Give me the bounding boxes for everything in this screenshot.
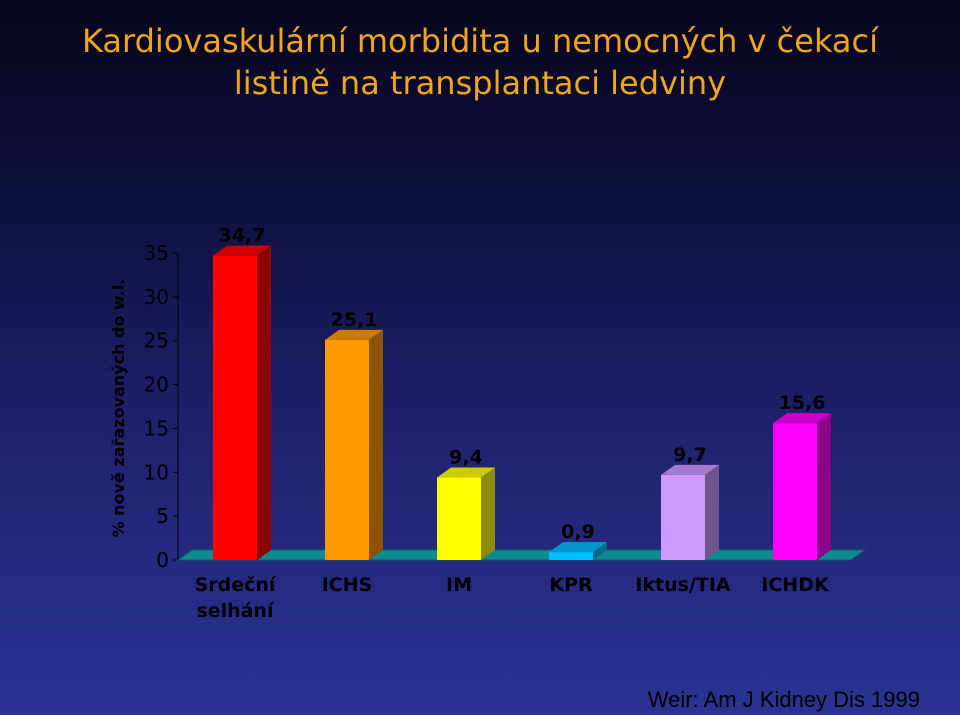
bar-top bbox=[325, 329, 383, 340]
x-category-label: IM bbox=[446, 574, 472, 596]
x-category-label-line: Srdeční bbox=[195, 574, 277, 596]
bar-value-label: 0,9 bbox=[561, 521, 595, 543]
x-category-label: Srdeční selhání bbox=[195, 574, 277, 622]
bar-front bbox=[773, 423, 817, 560]
bar-front bbox=[213, 255, 257, 561]
bar-top bbox=[549, 542, 607, 553]
y-axis-label: % nově zařazovaných do w.l. bbox=[109, 279, 128, 538]
bar-side bbox=[257, 245, 271, 561]
x-category-label-line: selhání bbox=[196, 600, 275, 622]
y-tick-label: 5 bbox=[156, 504, 169, 528]
bar bbox=[661, 464, 719, 560]
bar-side bbox=[817, 413, 831, 560]
bar-top bbox=[213, 245, 271, 256]
bar-value-label: 9,4 bbox=[449, 447, 483, 469]
bar bbox=[325, 329, 383, 560]
bar-top bbox=[773, 413, 831, 424]
bar bbox=[437, 467, 495, 560]
bar-front bbox=[437, 477, 481, 560]
y-tick-label: 25 bbox=[144, 329, 169, 353]
x-category-label: ICHDK bbox=[761, 574, 830, 596]
x-category-labels: Srdeční selhání ICHS IM KPR Iktus/TIA ICHDK bbox=[195, 574, 830, 622]
bar-value-label: 15,6 bbox=[779, 392, 826, 414]
bar-value-label: 9,7 bbox=[673, 444, 707, 466]
x-category-label: Iktus/TIA bbox=[635, 574, 731, 596]
y-tick-labels: 0 5 10 15 20 25 30 35 bbox=[144, 241, 169, 572]
y-tick-label: 10 bbox=[144, 460, 169, 484]
bar bbox=[213, 245, 271, 561]
bar-value-label: 25,1 bbox=[331, 309, 378, 331]
bar-top bbox=[437, 467, 495, 478]
x-category-label-line: ICHDK bbox=[761, 574, 830, 596]
bar-side bbox=[481, 467, 495, 560]
x-category-label: ICHS bbox=[322, 574, 373, 596]
bar-front bbox=[325, 339, 369, 560]
y-tick-label: 35 bbox=[144, 241, 169, 265]
chart-floor bbox=[176, 549, 867, 561]
bar-side bbox=[705, 464, 719, 560]
x-category-label-line: KPR bbox=[549, 574, 593, 596]
bar-front bbox=[661, 474, 705, 560]
title-line-1: Kardiovaskulární morbidita u nemocných v… bbox=[81, 22, 878, 60]
chart-title: Kardiovaskulární morbidita u nemocných v… bbox=[0, 20, 960, 104]
value-labels: 34,7 25,1 9,4 0,9 9,7 15,6 bbox=[219, 225, 826, 543]
bar bbox=[773, 413, 831, 560]
y-tick-label: 20 bbox=[144, 373, 169, 397]
bar-side bbox=[593, 542, 607, 560]
x-category-label: KPR bbox=[549, 574, 593, 596]
title-line-2: listině na transplantaci ledviny bbox=[233, 64, 727, 102]
bar bbox=[549, 542, 607, 560]
x-category-label-line: IM bbox=[446, 574, 472, 596]
bar-value-label: 34,7 bbox=[219, 225, 266, 247]
y-tick-label: 30 bbox=[144, 285, 169, 309]
x-category-label-line: ICHS bbox=[322, 574, 373, 596]
bar-side bbox=[369, 329, 383, 560]
y-tick-label: 15 bbox=[144, 416, 169, 440]
y-tick-label: 0 bbox=[156, 548, 169, 572]
floor-plane bbox=[176, 549, 867, 561]
bar-front bbox=[549, 552, 593, 560]
x-category-label-line: Iktus/TIA bbox=[635, 574, 731, 596]
source-citation: Weir: Am J Kidney Dis 1999 bbox=[647, 687, 920, 712]
bars bbox=[213, 245, 831, 561]
axes bbox=[173, 252, 851, 561]
bar-top bbox=[661, 464, 719, 475]
